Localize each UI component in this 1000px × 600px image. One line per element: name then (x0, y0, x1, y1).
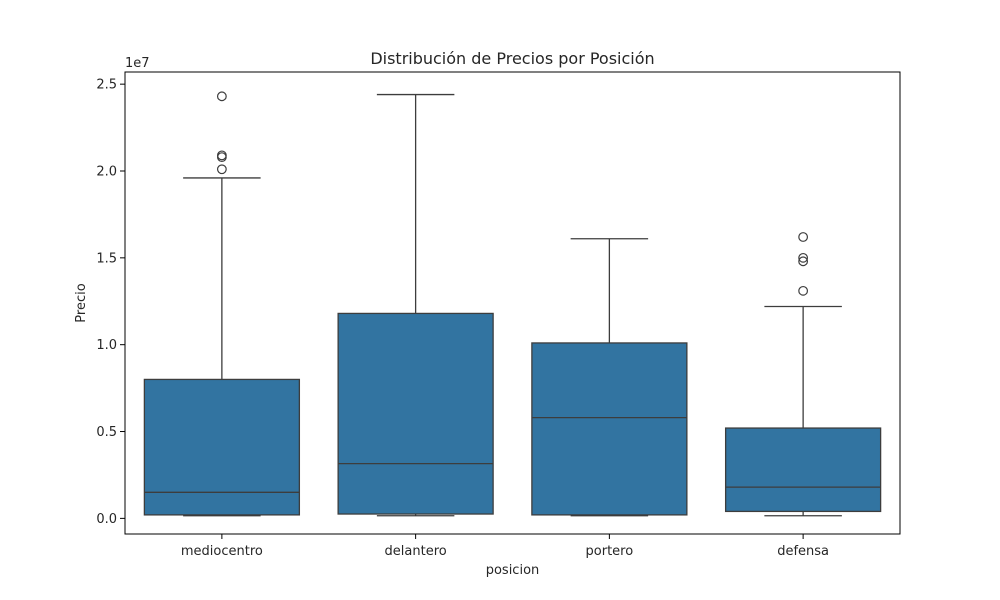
y-tick-label: 0.5 (96, 425, 117, 440)
outlier-point (216, 91, 227, 102)
x-axis: mediocentro delantero portero defensa (181, 534, 829, 559)
x-tick-label: mediocentro (181, 544, 263, 559)
box-iqr (337, 312, 494, 515)
outlier-point (798, 252, 809, 263)
box-iqr (143, 378, 301, 516)
box-group-delantero (337, 93, 494, 517)
y-axis-multiplier: 1e7 (125, 56, 150, 71)
x-tick-label: delantero (385, 544, 447, 559)
x-axis-label: posicion (486, 563, 540, 578)
y-tick-label: 2.5 (96, 78, 117, 93)
plot-area (143, 91, 882, 517)
chart-title: Distribución de Precios por Posición (370, 49, 654, 68)
outlier-point (216, 164, 227, 175)
x-tick-label: portero (586, 544, 634, 559)
box-iqr (724, 427, 882, 513)
outlier-point (798, 285, 809, 296)
y-tick-label: 1.5 (96, 251, 117, 266)
y-tick-label: 1.0 (96, 338, 117, 353)
y-tick-label: 2.0 (96, 165, 117, 180)
y-axis: 0.0 0.5 1.0 1.5 2.0 2.5 (96, 78, 125, 527)
axes-frame (124, 71, 901, 535)
x-tick-label: defensa (777, 544, 829, 559)
y-tick-label: 0.0 (96, 512, 117, 527)
outlier-point (798, 256, 809, 267)
box-group-mediocentro (143, 91, 301, 517)
box-group-portero (531, 238, 688, 517)
box-iqr (531, 342, 688, 516)
outlier-point (216, 152, 227, 163)
y-axis-label: Precio (74, 283, 89, 322)
outlier-point (798, 232, 809, 242)
box-group-defensa (724, 232, 882, 517)
